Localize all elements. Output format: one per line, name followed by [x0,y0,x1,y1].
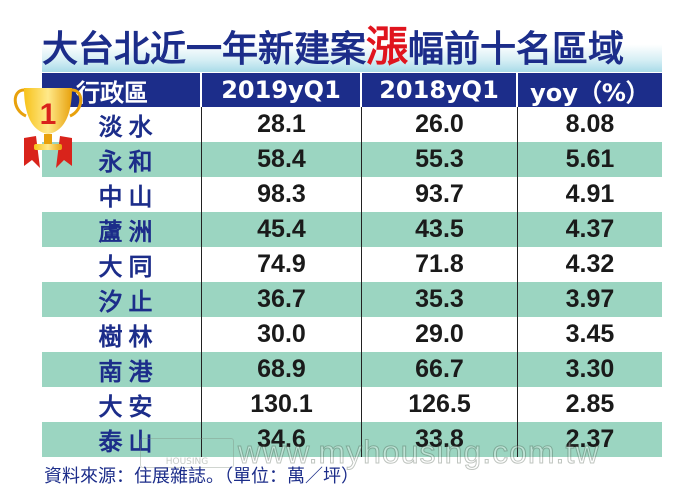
value-2019q1-cell: 36.7 [202,282,362,317]
yoy-cell: 3.97 [565,285,615,313]
district-cell: 南港 [42,352,202,387]
district-cell: 泰山 [42,422,202,457]
title-highlight: 漲 [366,22,409,71]
value-2019q1-cell: 98.3 [202,177,362,212]
table-row: 淡水 28.1 26.0 8.08 [42,107,662,142]
ranking-table: 行政區 2019yQ1 2018yQ1 yoy（%） 淡水 28.1 26.0 8.0… [42,73,662,457]
yoy-cell: 4.37 [565,215,615,243]
title-prefix: 大台北近一年新建案 [42,29,367,70]
value-2019q1-cell: 58.4 [202,142,362,177]
district-cell: 蘆洲 [42,212,202,247]
header-2019q1: 2019yQ1 [202,73,362,107]
value-2019q1-cell: 74.9 [202,247,362,282]
table-row: 大同 74.9 71.8 4.32 [42,247,662,282]
value-2018q1-cell: 55.3 [362,142,518,177]
yoy-cell: 4.91 [565,180,615,208]
yoy-cell: 2.37 [565,425,615,453]
table-row: 大安 130.1 126.5 2.85 [42,387,662,422]
header-district: 行政區 [42,73,202,107]
table-row: 汐止 36.7 35.3 3.97 [42,282,662,317]
table-row: 永和 58.4 55.3 5.61 [42,142,662,177]
yoy-cell: 8.08 [565,110,615,138]
district-cell: 中山 [42,177,202,212]
title-band [42,26,662,72]
table-row: 樹林 30.0 29.0 3.45 [42,317,662,352]
value-2018q1-cell: 43.5 [362,212,518,247]
district-cell: 淡水 [42,107,202,142]
yoy-cell: 5.61 [565,145,615,173]
value-2019q1-cell: 68.9 [202,352,362,387]
page-title: 大台北近一年新建案漲幅前十名區域 [42,22,672,72]
value-2019q1-cell: 45.4 [202,212,362,247]
value-2019q1-cell: 28.1 [202,107,362,142]
table-row: 中山 98.3 93.7 4.91 [42,177,662,212]
district-cell: 汐止 [42,282,202,317]
table-row: 泰山 34.6 33.8 2.37 [42,422,662,457]
table-row: 蘆洲 45.4 43.5 4.37 [42,212,662,247]
source-note: 資料來源：住展雜誌。（單位：萬／坪） [44,466,359,487]
district-cell: 大安 [42,387,202,422]
value-2018q1-cell: 93.7 [362,177,518,212]
district-cell: 大同 [42,247,202,282]
header-2018q1: 2018yQ1 [362,73,518,107]
yoy-cell: 2.85 [565,390,615,418]
trophy-icon: 1 [13,88,83,168]
value-2019q1-cell: 34.6 [202,422,362,457]
district-cell: 樹林 [42,317,202,352]
yoy-cell: 4.32 [565,250,615,278]
table-row: 南港 68.9 66.7 3.30 [42,352,662,387]
yoy-cell: 3.30 [565,355,615,383]
table-header: 行政區 2019yQ1 2018yQ1 yoy（%） [42,73,662,107]
value-2019q1-cell: 130.1 [202,387,362,422]
header-yoy: yoy（%） [530,78,650,107]
value-2018q1-cell: 29.0 [362,317,518,352]
value-2018q1-cell: 71.8 [362,247,518,282]
value-2019q1-cell: 30.0 [202,317,362,352]
title-suffix: 幅前十名區域 [408,29,625,70]
value-2018q1-cell: 26.0 [362,107,518,142]
value-2018q1-cell: 126.5 [362,387,518,422]
value-2018q1-cell: 66.7 [362,352,518,387]
value-2018q1-cell: 35.3 [362,282,518,317]
svg-text:1: 1 [40,98,57,131]
value-2018q1-cell: 33.8 [362,422,518,457]
yoy-cell: 3.45 [565,320,615,348]
district-cell: 永和 [42,142,202,177]
